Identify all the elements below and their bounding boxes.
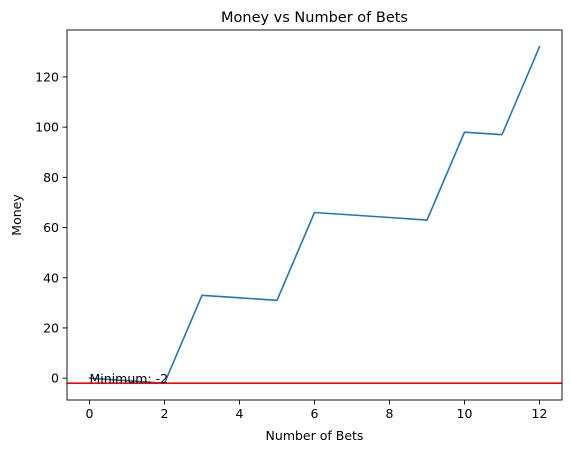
- plot-area: Minimum: -2: [66, 29, 563, 401]
- y-tick-label: 100: [35, 120, 59, 135]
- y-tick-label: 120: [35, 69, 59, 84]
- x-tick-label: 10: [457, 406, 473, 421]
- x-tick-label: 8: [386, 406, 394, 421]
- x-axis-label: Number of Bets: [266, 428, 364, 443]
- x-tick-label: 6: [311, 406, 319, 421]
- x-tick-label: 2: [161, 406, 169, 421]
- minimum-annotation: Minimum: -2: [90, 371, 169, 386]
- y-tick-label: 0: [51, 371, 59, 386]
- plot-frame: [66, 29, 563, 401]
- plot-clipped: [67, 45, 562, 384]
- y-tick-label: 60: [43, 220, 59, 235]
- x-tick-label: 12: [532, 406, 548, 421]
- y-tick-label: 40: [43, 270, 59, 285]
- series-line-0: [88, 45, 541, 384]
- y-tick-label: 20: [43, 320, 59, 335]
- x-tick-label: 4: [236, 406, 244, 421]
- x-tick-label: 0: [86, 406, 94, 421]
- chart-title: Money vs Number of Bets: [221, 10, 408, 26]
- y-tick-label: 80: [43, 170, 59, 185]
- y-axis-label: Money: [9, 194, 24, 236]
